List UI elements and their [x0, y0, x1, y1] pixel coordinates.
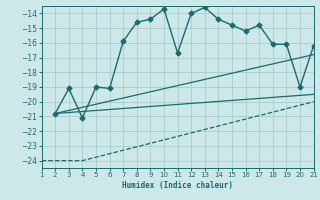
X-axis label: Humidex (Indice chaleur): Humidex (Indice chaleur) — [122, 181, 233, 190]
